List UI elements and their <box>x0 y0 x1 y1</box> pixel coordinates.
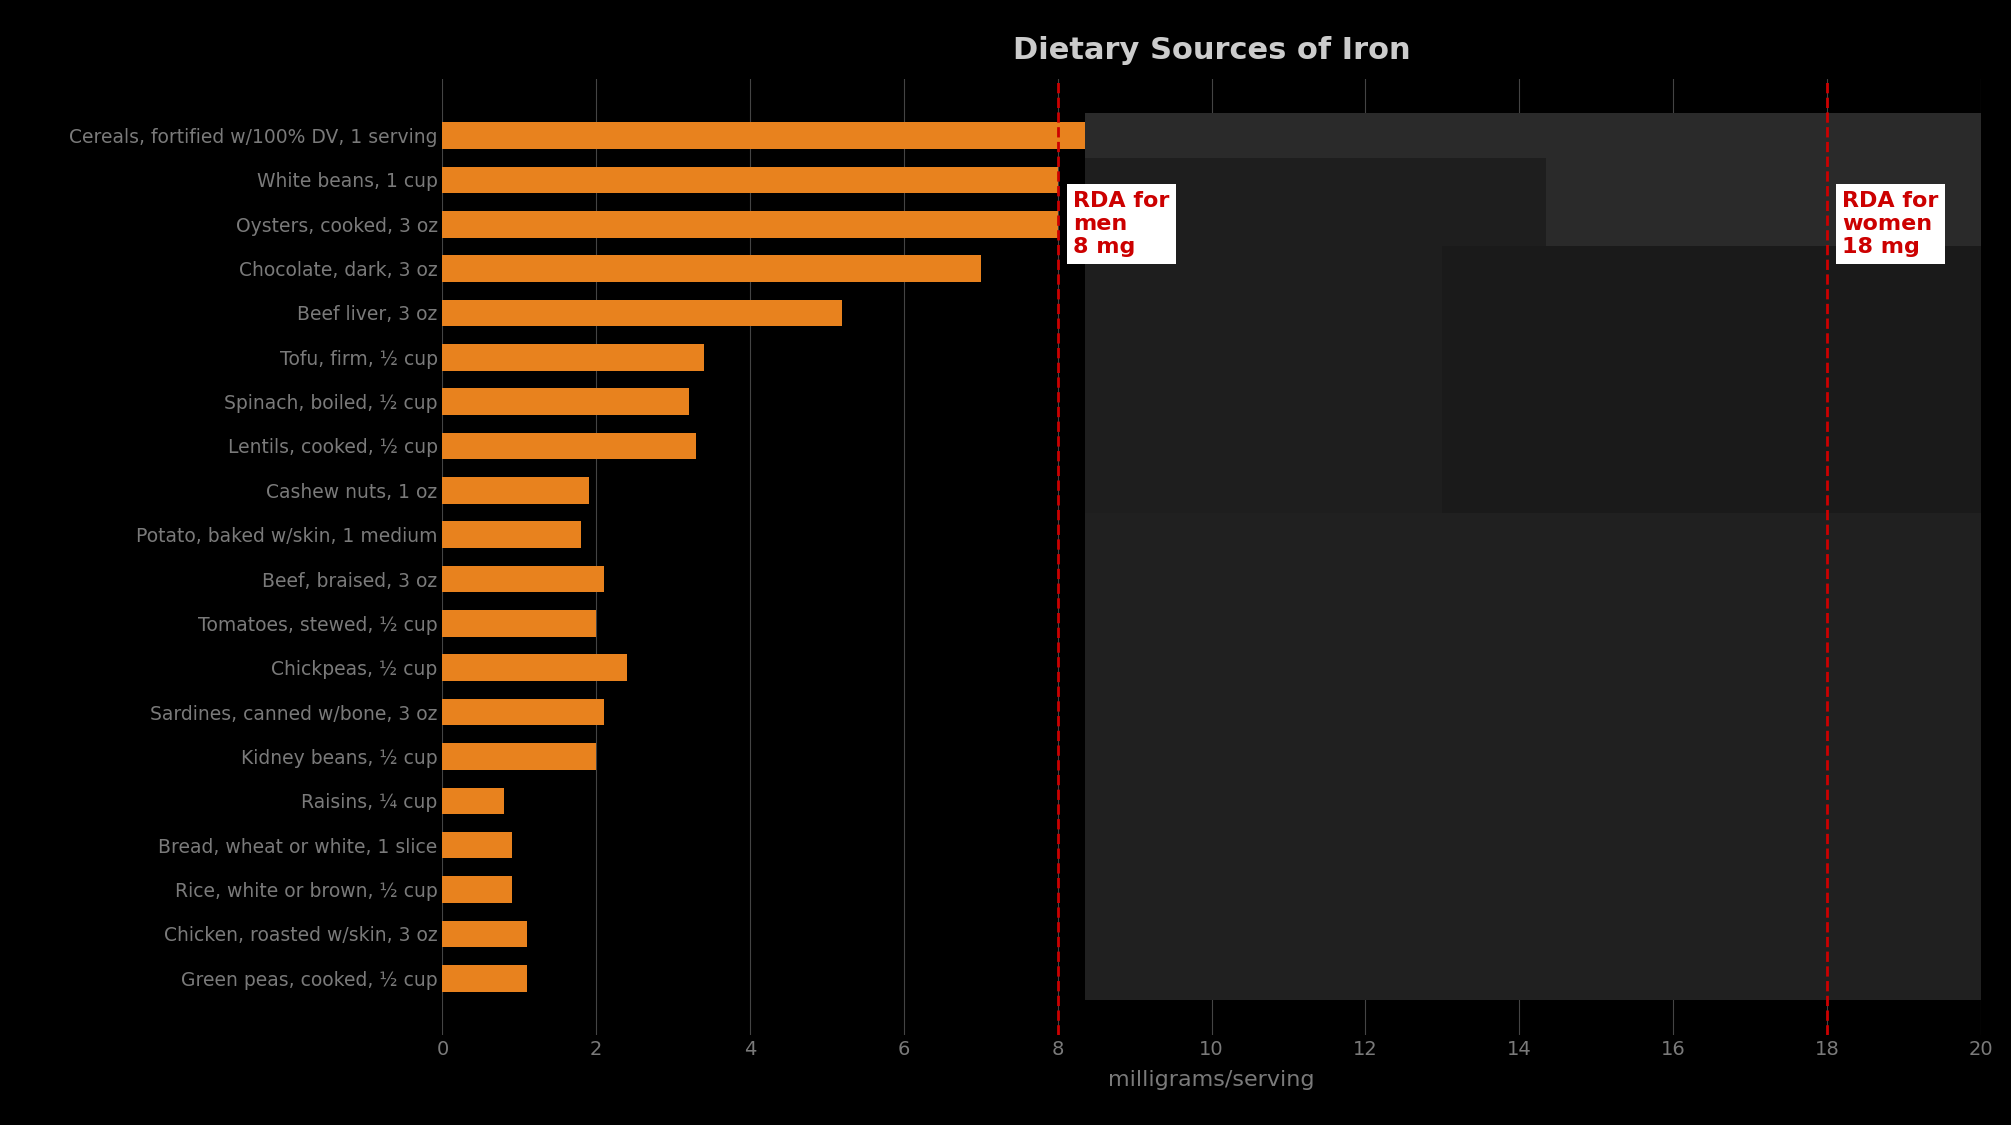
Bar <box>442 433 696 459</box>
Text: RDA for
men
8 mg: RDA for men 8 mg <box>1074 191 1170 258</box>
Bar <box>1084 513 1981 1000</box>
Bar <box>442 566 603 593</box>
Title: Dietary Sources of Iron: Dietary Sources of Iron <box>1014 36 1410 65</box>
Bar <box>1084 114 1981 313</box>
Bar <box>442 610 595 637</box>
Bar <box>442 166 1058 194</box>
X-axis label: milligrams/serving: milligrams/serving <box>1108 1070 1315 1090</box>
Bar <box>442 477 589 504</box>
Bar <box>442 699 603 726</box>
Bar <box>442 344 704 370</box>
Bar <box>442 210 1058 237</box>
Bar <box>442 655 627 681</box>
Bar <box>442 788 505 814</box>
Bar <box>1442 246 1981 579</box>
Bar <box>442 965 527 991</box>
Bar <box>1084 158 1546 557</box>
Bar <box>442 388 688 415</box>
Bar <box>442 521 581 548</box>
Bar <box>442 831 511 858</box>
Bar <box>442 299 843 326</box>
Bar <box>442 876 511 903</box>
Text: RDA for
women
18 mg: RDA for women 18 mg <box>1842 191 1939 258</box>
Bar <box>442 744 595 770</box>
Bar <box>442 255 981 282</box>
Bar <box>442 123 1826 148</box>
Bar <box>442 920 527 947</box>
